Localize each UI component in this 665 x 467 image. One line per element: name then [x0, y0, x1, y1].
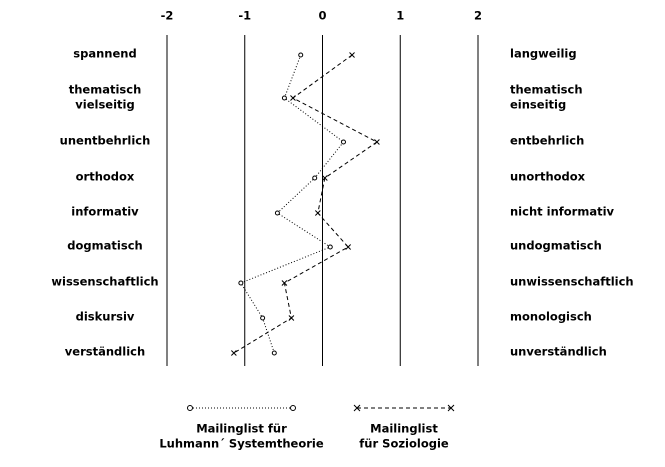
- right-label: monologisch: [510, 310, 592, 324]
- marker-x: [374, 139, 380, 145]
- left-label: thematisch vielseitig: [69, 82, 142, 111]
- series-line: [233, 54, 378, 354]
- point: [274, 210, 280, 216]
- left-label: diskursiv: [76, 310, 135, 324]
- left-label: unentbehrlich: [60, 134, 151, 148]
- point: [374, 139, 380, 145]
- point: [349, 52, 355, 58]
- point: [312, 175, 318, 181]
- right-label: undogmatisch: [510, 239, 602, 253]
- point: [314, 210, 321, 216]
- right-label: entbehrlich: [510, 134, 584, 148]
- marker-x: [321, 175, 328, 181]
- left-label: orthodox: [76, 170, 135, 184]
- legend-label: Mailinglist für Luhmann´ Systemtheorie: [159, 421, 323, 450]
- left-label: informativ: [71, 205, 139, 219]
- right-label: nicht informativ: [510, 205, 615, 219]
- x-tick-label: 2: [474, 9, 482, 23]
- point: [288, 315, 295, 321]
- legend-marker: [187, 405, 193, 411]
- point: [281, 95, 287, 101]
- left-label: dogmatisch: [67, 239, 142, 253]
- point: [231, 350, 237, 356]
- legend-label: Mailinglist für Soziologie: [359, 421, 449, 450]
- point: [271, 350, 277, 356]
- legend-marker: [353, 404, 361, 412]
- left-label: wissenschaftlich: [51, 275, 158, 289]
- right-label: unorthodox: [510, 170, 586, 184]
- left-label: spannend: [73, 47, 136, 61]
- marker-x: [288, 315, 295, 321]
- marker-x: [314, 210, 321, 216]
- series-line: [240, 54, 345, 354]
- point: [345, 244, 352, 250]
- legend-marker: [447, 404, 455, 412]
- marker-x: [281, 280, 288, 286]
- left-label: verständlich: [65, 345, 145, 359]
- x-tick-label: 0: [318, 9, 326, 23]
- point: [260, 315, 266, 321]
- legend-marker: [290, 405, 296, 411]
- point: [281, 280, 288, 286]
- point: [340, 139, 346, 145]
- right-label: unwissenschaftlich: [510, 275, 634, 289]
- right-label: unverständlich: [510, 345, 607, 359]
- point: [327, 244, 333, 250]
- marker-x: [290, 95, 296, 101]
- x-tick-label: 1: [396, 9, 404, 23]
- point: [298, 52, 304, 58]
- x-tick-label: -1: [238, 9, 251, 23]
- marker-x: [231, 350, 237, 356]
- right-label: thematisch einseitig: [510, 82, 583, 111]
- point: [238, 280, 244, 286]
- point: [321, 175, 328, 181]
- x-tick-label: -2: [161, 9, 174, 23]
- marker-x: [345, 244, 352, 250]
- marker-x: [349, 52, 355, 58]
- point: [290, 95, 296, 101]
- right-label: langweilig: [510, 47, 577, 61]
